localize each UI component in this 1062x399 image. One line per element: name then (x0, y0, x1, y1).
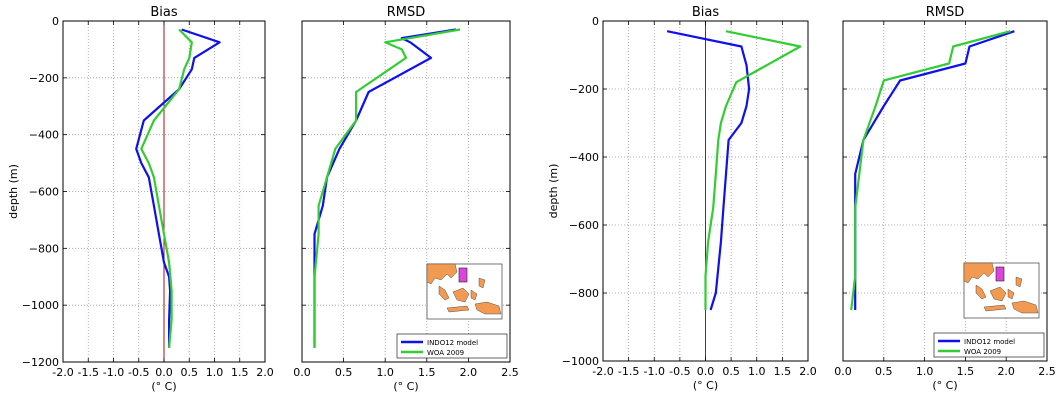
x-tick-label: 1.0 (916, 365, 934, 378)
y-tick-label: −1000 (22, 299, 59, 312)
chart-panel-2: 0.0 0.5 1.0 1.5 2.0 2.5 RMSD (° C) INDO12 model W… (293, 5, 519, 393)
map-landmass (426, 263, 458, 285)
y-tick-label: −200 (29, 72, 59, 85)
chart-title: Bias (150, 5, 177, 20)
x-axis-label: (° C) (151, 380, 176, 393)
map-landmass (438, 285, 450, 301)
y-tick-label: −600 (569, 219, 599, 232)
y-tick-label: 0 (52, 15, 59, 28)
x-tick-label: 1.0 (206, 366, 224, 379)
x-tick-label: 0.0 (155, 366, 173, 379)
x-tick-label: 1.5 (957, 365, 975, 378)
x-tick-label: -2.0 (52, 366, 73, 379)
x-tick-label: 1.0 (376, 366, 394, 379)
map-landmass (975, 284, 987, 300)
x-tick-label: 1.5 (774, 365, 792, 378)
x-tick-label: 2.0 (997, 365, 1015, 378)
y-tick-label: −800 (29, 242, 59, 255)
map-landmass (1015, 276, 1023, 288)
x-tick-label: 0.0 (834, 365, 852, 378)
x-tick-label: 0.5 (722, 365, 740, 378)
legend-label: INDO12 model (427, 339, 478, 347)
legend-box (933, 332, 1045, 358)
map-landmass (983, 304, 1007, 312)
x-tick-label: 2.0 (799, 365, 817, 378)
map-landmass (446, 305, 470, 313)
x-axis-label: (° C) (693, 379, 718, 392)
y-tick-label: −400 (29, 129, 59, 142)
legend-label: INDO12 model (964, 338, 1015, 346)
x-tick-label: 0.5 (335, 366, 353, 379)
x-axis-label: (° C) (932, 379, 957, 392)
chart-title: RMSD (926, 5, 965, 20)
x-tick-label: 0.0 (697, 365, 715, 378)
legend-box (396, 333, 508, 359)
map-region-box (995, 266, 1005, 282)
series-line-woa (850, 30, 1011, 311)
chart-title: RMSD (387, 5, 426, 20)
inset-map (963, 262, 1040, 319)
x-tick-label: 1.5 (231, 366, 249, 379)
map-landmass (1011, 300, 1039, 314)
y-tick-label: −200 (569, 83, 599, 96)
y-tick-label: −600 (29, 186, 59, 199)
x-tick-label: -0.5 (669, 365, 690, 378)
y-axis-label: depth (m) (547, 164, 560, 219)
series-line-model (135, 28, 221, 348)
map-landmass (470, 289, 478, 301)
x-tick-label: 0.0 (293, 366, 311, 379)
x-tick-label: -2.0 (592, 365, 613, 378)
x-tick-label: -0.5 (128, 366, 149, 379)
legend: INDO12 model WOA 2009 (933, 332, 1045, 358)
x-tick-label: 1.5 (418, 366, 436, 379)
series-line-model (666, 30, 751, 311)
axes-frame (842, 20, 1048, 362)
map-region-box (458, 267, 468, 283)
x-tick-label: 0.5 (875, 365, 893, 378)
legend: INDO12 model WOA 2009 (396, 333, 508, 359)
x-axis-label: (° C) (393, 380, 418, 393)
map-landmass (478, 277, 486, 289)
map-landmass (989, 286, 1007, 302)
x-tick-label: 2.0 (460, 366, 478, 379)
series-line-woa (140, 28, 193, 348)
y-tick-label: −800 (569, 287, 599, 300)
map-landmass (1007, 288, 1015, 300)
y-tick-label: −400 (569, 151, 599, 164)
y-tick-label: −1000 (562, 355, 599, 368)
x-tick-label: -1.0 (103, 366, 124, 379)
series-line-woa (704, 30, 802, 310)
x-tick-label: 1.0 (748, 365, 766, 378)
map-landmass (452, 287, 470, 303)
y-axis-label: depth (m) (7, 164, 20, 219)
chart-panel-4: 0.0 0.5 1.0 1.5 2.0 2.5 RMSD (° C) INDO12 model W… (834, 5, 1056, 392)
y-tick-label: 0 (592, 15, 599, 28)
x-tick-label: -1.5 (78, 366, 99, 379)
chart-title: Bias (692, 5, 719, 20)
legend-label: WOA 2009 (964, 348, 1001, 356)
x-tick-label: 0.5 (181, 366, 199, 379)
inset-map (426, 263, 503, 320)
chart-panel-3: -2.0 -1.5 -1.0 -0.5 0.0 0.5 1.0 1.5 2.0 0 −200 −400… (547, 5, 817, 392)
chart-panel-1: -2.0 -1.5 -1.0 -0.5 0.0 0.5 1.0 1.5 2.0 0 −200 −400… (7, 5, 274, 393)
map-landmass (474, 301, 502, 315)
x-tick-label: -1.0 (644, 365, 665, 378)
x-tick-label: 2.5 (1038, 365, 1056, 378)
legend-label: WOA 2009 (427, 349, 464, 357)
x-tick-label: -1.5 (618, 365, 639, 378)
x-tick-label: 2.0 (256, 366, 274, 379)
y-tick-label: −1200 (22, 356, 59, 369)
series-line-woa (313, 28, 461, 348)
map-landmass (963, 262, 995, 284)
x-tick-label: 2.5 (501, 366, 519, 379)
